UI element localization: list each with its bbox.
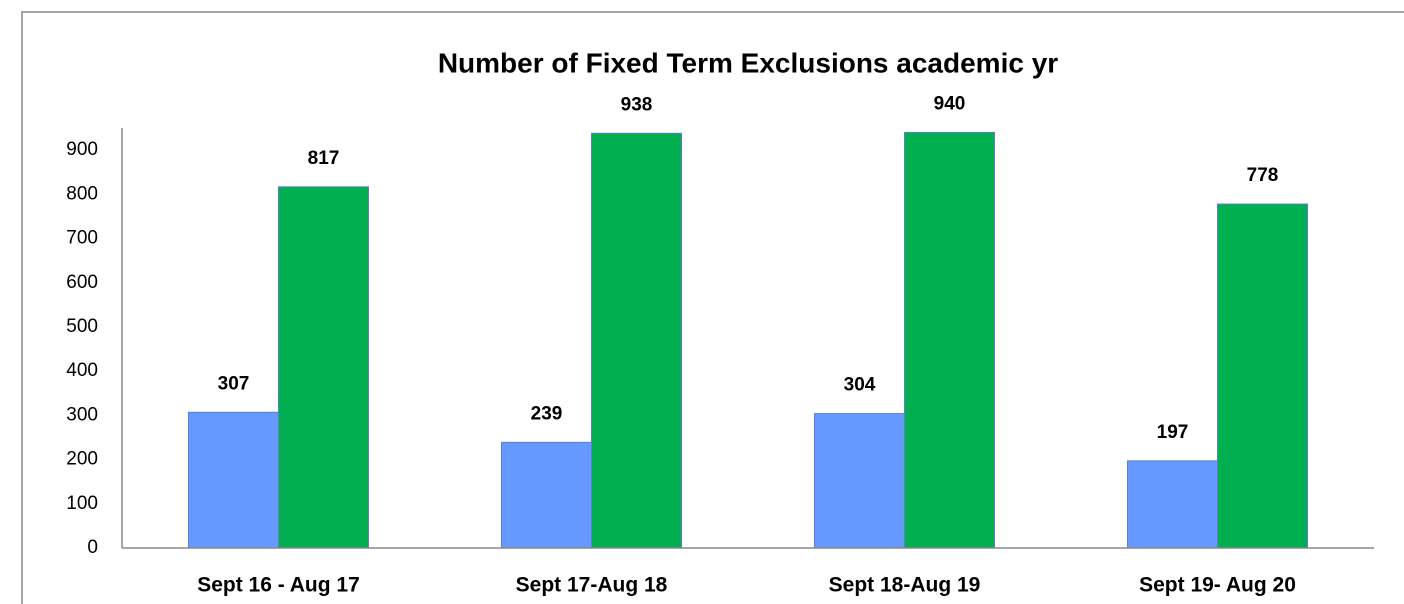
value-label: 940	[934, 93, 966, 114]
bar	[1217, 203, 1308, 549]
value-label: 938	[621, 94, 653, 115]
value-label: 778	[1247, 165, 1279, 186]
y-tick-label: 300	[66, 404, 98, 425]
x-tick-label: Sept 16 - Aug 17	[197, 574, 360, 597]
x-tick-label: Sept 18-Aug 19	[829, 574, 981, 597]
y-tick-label: 800	[66, 183, 98, 204]
y-tick-label: 600	[66, 272, 98, 293]
value-label: 307	[218, 373, 250, 394]
chart-frame	[21, 11, 1404, 604]
bar	[501, 441, 592, 549]
y-tick-label: 0	[87, 537, 98, 558]
value-label: 197	[1157, 422, 1189, 443]
value-label: 817	[308, 148, 340, 169]
x-tick-label: Sept 19- Aug 20	[1139, 574, 1296, 597]
y-tick-label: 200	[66, 449, 98, 470]
x-tick-label: Sept 17-Aug 18	[516, 574, 668, 597]
bar	[591, 132, 682, 549]
y-tick-label: 700	[66, 228, 98, 249]
bar	[904, 131, 995, 549]
bar	[1127, 460, 1218, 549]
y-tick-label: 900	[66, 139, 98, 160]
bar	[814, 413, 905, 549]
bar	[188, 411, 279, 549]
value-label: 239	[531, 403, 563, 424]
y-tick-label: 500	[66, 316, 98, 337]
bar	[278, 186, 369, 549]
y-tick-label: 400	[66, 360, 98, 381]
value-label: 304	[844, 375, 876, 396]
chart-title: Number of Fixed Term Exclusions academic…	[438, 47, 1058, 78]
y-tick-label: 100	[66, 493, 98, 514]
